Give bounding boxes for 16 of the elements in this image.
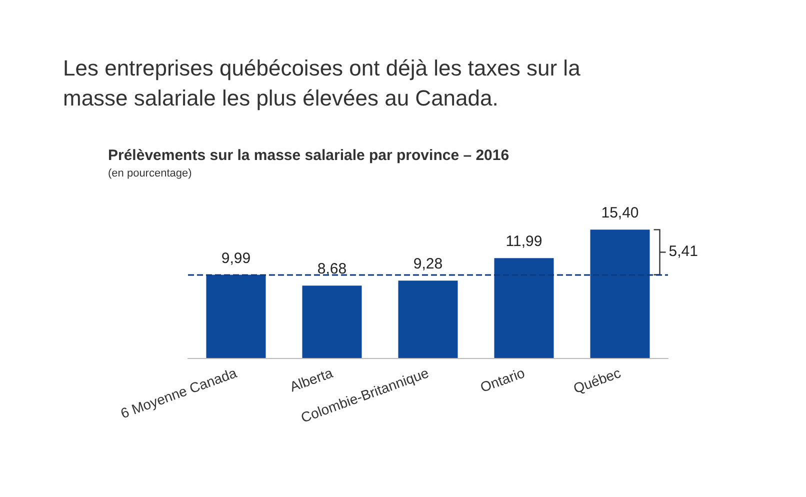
bar — [494, 258, 554, 358]
chart-subtitle: Prélèvements sur la masse salariale par province – 2016 — [108, 147, 510, 164]
bar — [398, 280, 458, 358]
x-tick-label: Ontario — [478, 364, 527, 396]
data-label: 9,28 — [413, 256, 443, 273]
bar — [302, 286, 362, 358]
x-tick-label: Québec — [571, 364, 623, 396]
chart-title: Les entreprises québécoises ont déjà les taxes sur la masse salariale les plus élevées au Canada. — [63, 56, 586, 110]
data-label: 11,99 — [506, 233, 542, 250]
data-label: 8,68 — [317, 260, 347, 278]
text: 5,41 — [668, 243, 698, 260]
data-label: 15,40 — [601, 204, 639, 222]
bar — [206, 274, 266, 358]
data-label: 9,99 — [221, 250, 251, 267]
bar — [590, 230, 650, 358]
y-axis-title: (en pourcentage) — [108, 168, 192, 180]
